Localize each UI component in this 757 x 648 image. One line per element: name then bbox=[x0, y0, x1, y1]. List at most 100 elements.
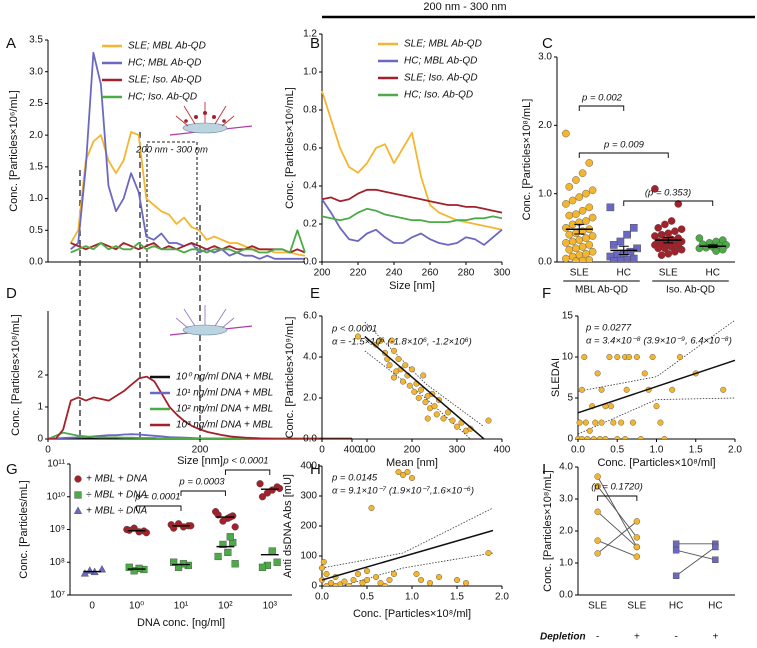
x-tick-label: HC bbox=[706, 268, 720, 279]
x-tick-label: 10¹ bbox=[174, 601, 189, 612]
annotation: α = 9.1×10⁻⁷ (1.9×10⁻⁷,1.6×10⁻⁶) bbox=[332, 486, 474, 497]
dot-point bbox=[606, 203, 615, 212]
scatter-point bbox=[614, 354, 621, 361]
range-box bbox=[146, 141, 198, 262]
panel-letter: C bbox=[542, 35, 553, 52]
scatter-point bbox=[657, 419, 664, 426]
scatter-point bbox=[346, 583, 352, 586]
scatter-point bbox=[433, 411, 440, 418]
y-tick-label: 0.8 bbox=[303, 105, 317, 116]
dot-point bbox=[568, 237, 577, 246]
strip-point bbox=[219, 540, 227, 549]
scatter-point bbox=[586, 427, 593, 434]
scatter-point bbox=[485, 417, 492, 424]
scatter-point bbox=[431, 403, 438, 410]
scatter-point bbox=[409, 475, 416, 482]
panel: G 10⁷ 10⁸ 10⁹ 10¹⁰ 10¹¹ 0 10⁰ 10¹ 10² 10³ Conc. [Pa… bbox=[6, 456, 292, 629]
inset-dots bbox=[184, 111, 226, 123]
scatter-point bbox=[598, 386, 605, 393]
legend-label: 10⁰ ng/ml DNA + MBL bbox=[176, 372, 274, 383]
scatter-point bbox=[341, 578, 348, 585]
scatter-point bbox=[377, 580, 384, 586]
dot-point bbox=[657, 251, 666, 259]
y-tick-label: 0.0 bbox=[303, 434, 317, 445]
dot-point bbox=[609, 241, 618, 249]
scatter-point bbox=[606, 354, 613, 361]
x-axis-title: Conc. [Particles×10⁸/ml] bbox=[353, 608, 471, 620]
plot-area bbox=[321, 90, 503, 246]
panel: D 0 1 2 0 200 400 Conc. [Particles×10⁸/mL] Size … bbox=[6, 285, 361, 467]
panel-letter: D bbox=[6, 285, 17, 302]
pair-point bbox=[672, 540, 680, 547]
scatter-point bbox=[400, 472, 407, 479]
scatter-point bbox=[454, 577, 461, 584]
dot-point bbox=[677, 225, 686, 233]
scatter-point bbox=[415, 395, 422, 402]
scatter-point bbox=[364, 577, 371, 584]
dot-point bbox=[654, 224, 663, 232]
strip-point bbox=[258, 493, 267, 501]
annotation: (p = 0.353) bbox=[645, 188, 691, 199]
scatter-point bbox=[598, 419, 605, 426]
scatter-point bbox=[395, 356, 402, 363]
plot-area bbox=[594, 473, 719, 579]
dot-point bbox=[562, 224, 570, 232]
confidence-band bbox=[577, 319, 736, 392]
scatter-point bbox=[440, 415, 447, 422]
line-series bbox=[48, 375, 352, 439]
pair-line bbox=[597, 521, 638, 554]
x-tick-label: 2.0 bbox=[495, 592, 509, 603]
pair-point bbox=[672, 572, 680, 579]
legend-label: HC; MBL Ab-QD bbox=[128, 58, 201, 69]
line-series bbox=[321, 90, 503, 231]
error-bar bbox=[618, 245, 629, 255]
y-tick-label: 0 bbox=[311, 581, 317, 592]
y-tick-label: 6.0 bbox=[303, 311, 317, 322]
scatter-point bbox=[386, 362, 393, 369]
scatter-point bbox=[418, 577, 425, 584]
panel: E 0.0 2.0 4.0 6.0 0 100 200 300 400 Conc. [Particl… bbox=[284, 285, 511, 469]
y-tick-label: 200 bbox=[300, 521, 317, 532]
y-tick-label: 0.6 bbox=[303, 143, 317, 154]
scatter-point bbox=[576, 419, 583, 426]
scatter-point bbox=[320, 559, 327, 566]
strip-point bbox=[219, 517, 227, 525]
dot-point bbox=[654, 244, 663, 253]
bracket bbox=[180, 490, 226, 496]
dot-point bbox=[674, 200, 683, 208]
pair-line bbox=[597, 485, 638, 538]
dot-point bbox=[695, 234, 704, 242]
x-tick-label: 400 bbox=[494, 445, 511, 456]
y-axis-title: Conc. [Particles×10⁶/mL] bbox=[8, 90, 20, 212]
panel: A 0.0 0.5 1.0 1.5 2.0 2.5 3.0 3.5 Conc. [Particle… bbox=[6, 35, 306, 268]
scatter-point bbox=[382, 583, 388, 586]
y-tick-label: 10⁷ bbox=[50, 590, 65, 601]
dot-point bbox=[671, 247, 679, 256]
y-tick-label: 1.5 bbox=[29, 161, 43, 172]
x-tick-label: 0 bbox=[89, 601, 95, 612]
scatter-point bbox=[332, 583, 339, 586]
dot-point bbox=[661, 220, 669, 229]
scatter-point bbox=[411, 388, 418, 395]
y-tick-label: 3.0 bbox=[29, 66, 43, 77]
y-tick-label: 4.0 bbox=[559, 462, 573, 473]
y-tick-label: 1.0 bbox=[29, 193, 43, 204]
scatter-point bbox=[409, 366, 416, 373]
scatter-point bbox=[328, 580, 334, 586]
scatter-point bbox=[602, 436, 609, 439]
panel-letter: B bbox=[310, 35, 320, 52]
pair-point bbox=[633, 553, 641, 560]
panel: B 0.0 0.2 0.4 0.6 0.8 1.0 1.2 200 220 240 260 280 300… bbox=[284, 29, 511, 292]
dot-point bbox=[572, 176, 580, 184]
dot-point bbox=[582, 189, 590, 198]
y-tick-label: 3.0 bbox=[538, 52, 552, 63]
annotation: α = 3.4×10⁻⁸ (3.9×10⁻⁹, 6.4×10⁻⁸) bbox=[586, 336, 732, 347]
y-tick-label: 0.5 bbox=[29, 225, 43, 236]
scatter-point bbox=[581, 354, 588, 361]
legend-label: + MBL ÷ DNA bbox=[86, 506, 147, 517]
scatter-point bbox=[391, 571, 398, 578]
inset-particle bbox=[182, 324, 228, 336]
y-tick-label: 1.0 bbox=[303, 67, 317, 78]
header: 200 nm - 300 nm bbox=[423, 1, 506, 13]
scatter-point bbox=[677, 354, 684, 361]
